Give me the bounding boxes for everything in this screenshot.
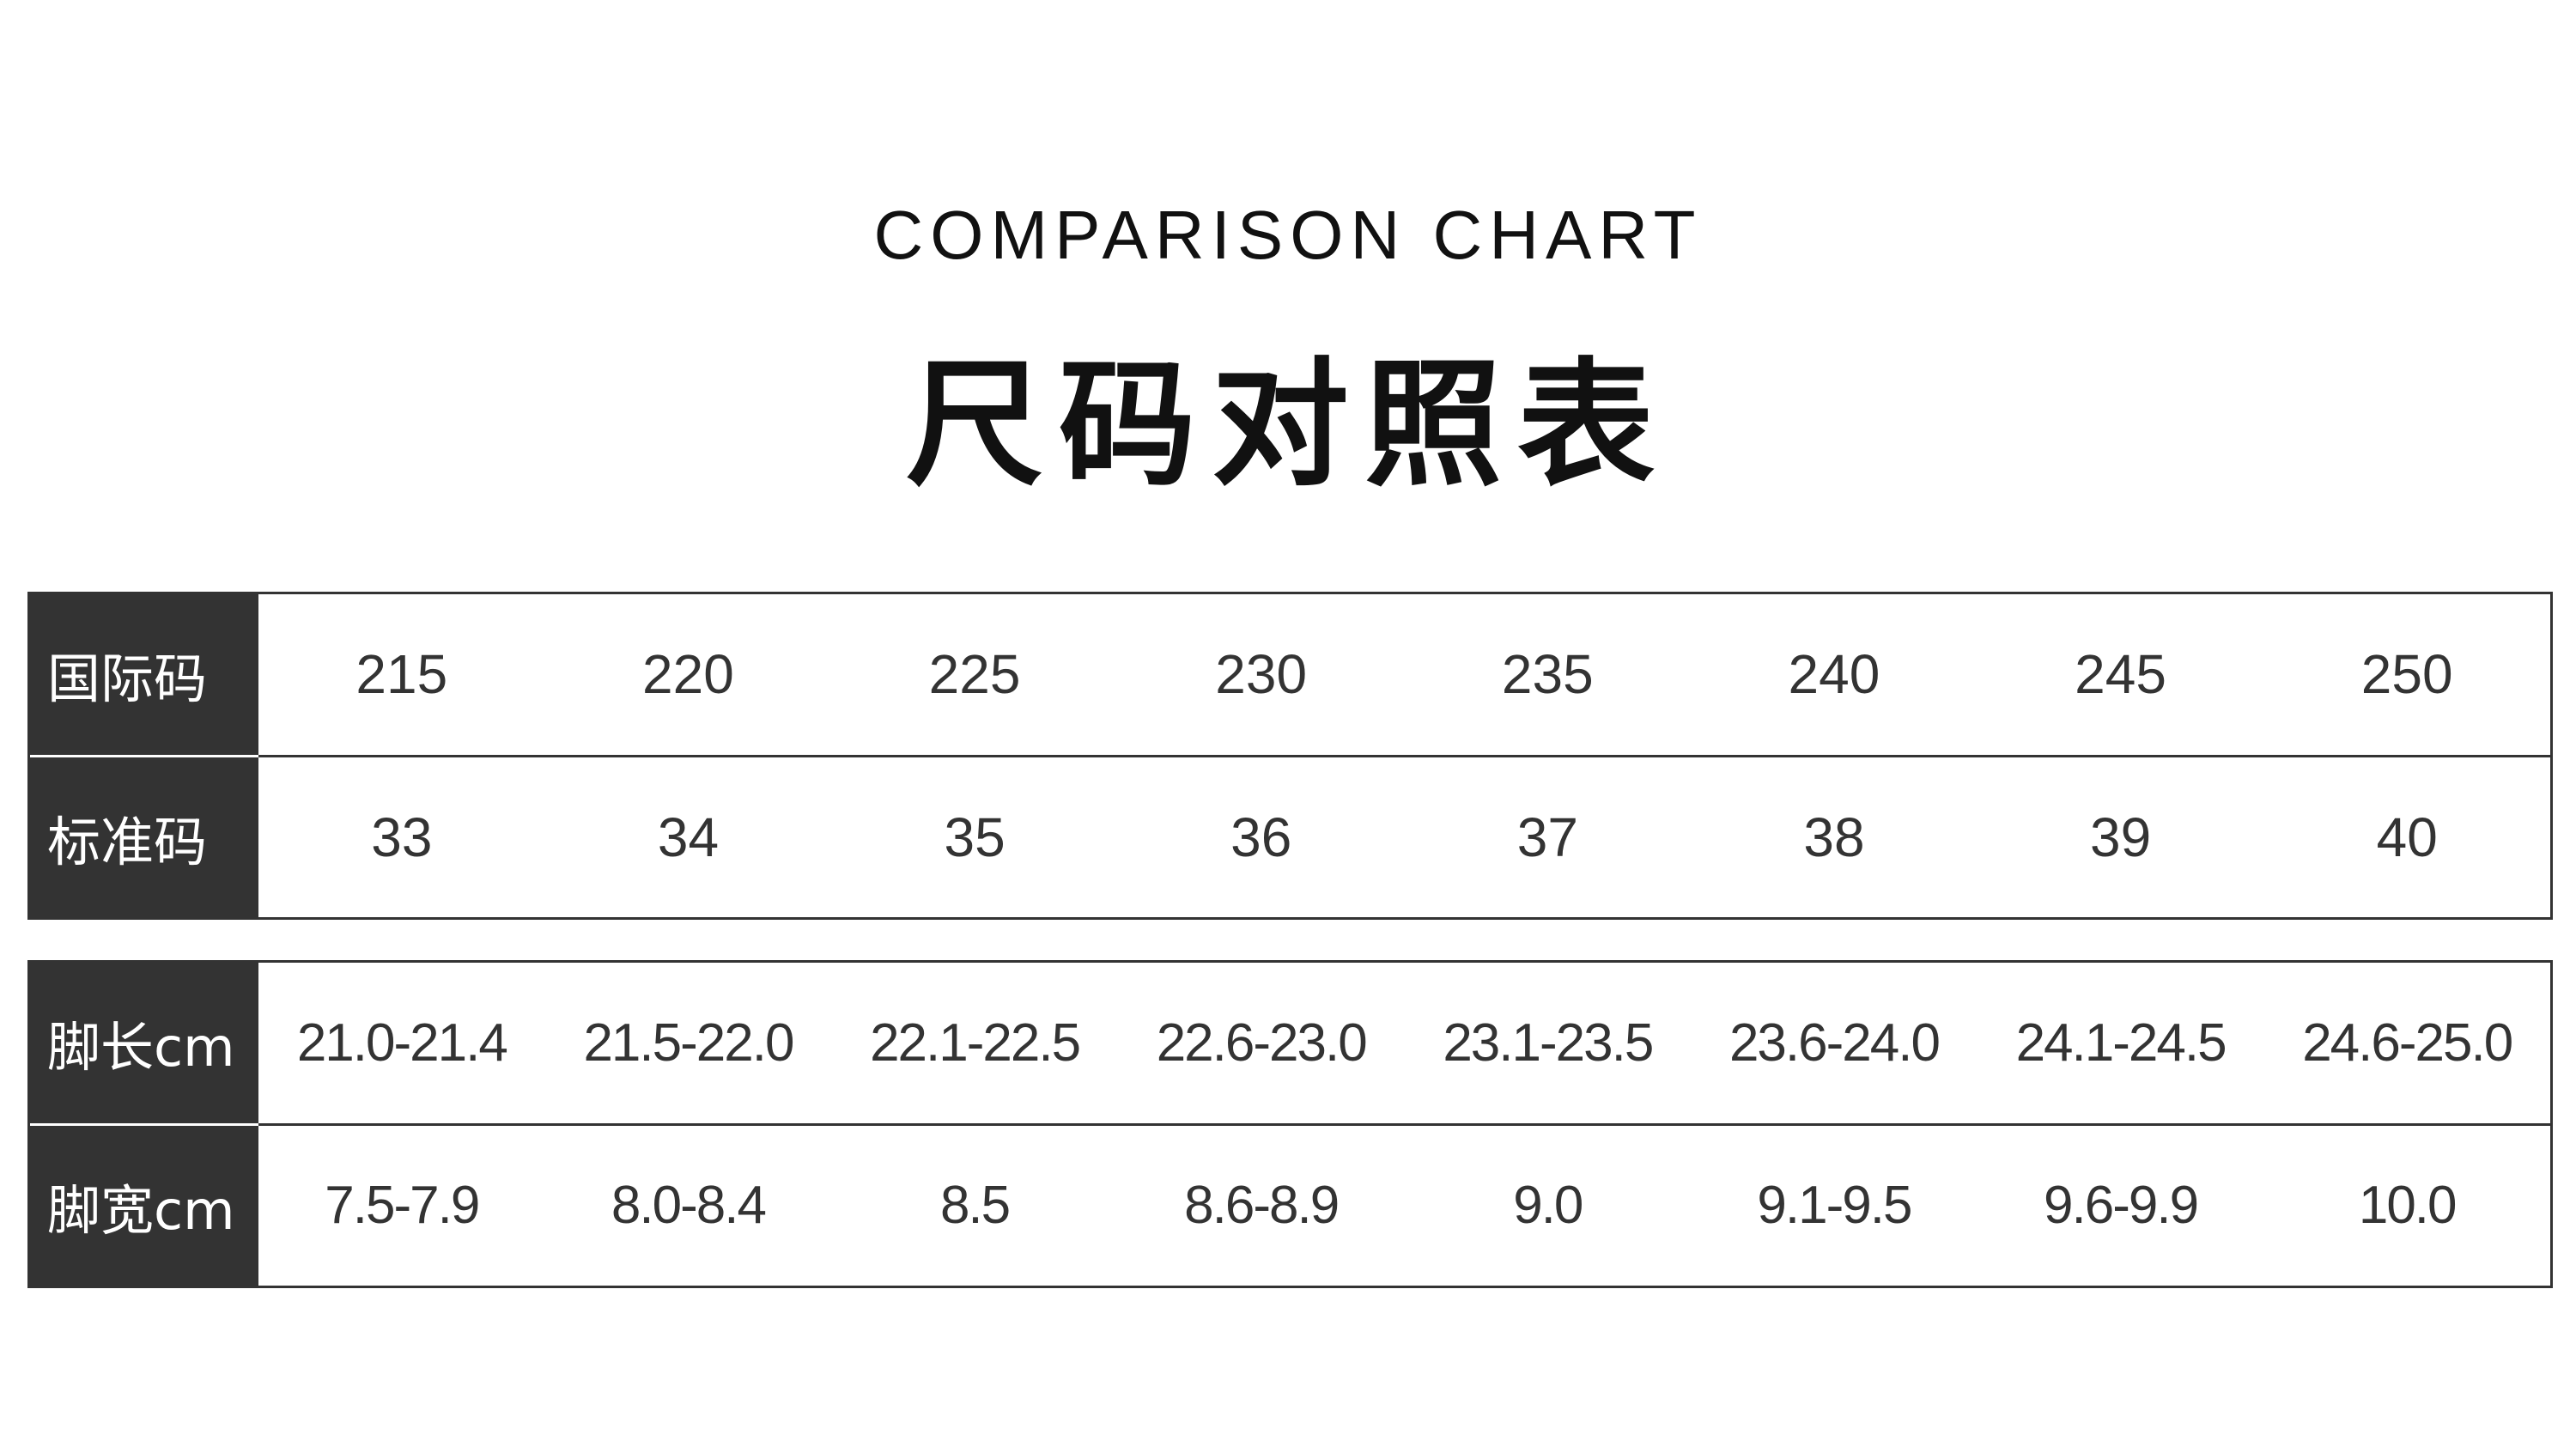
table-cell: 34: [657, 806, 720, 868]
table-cell: 40: [2376, 806, 2438, 868]
table-cell: 8.5: [939, 1176, 1011, 1236]
table-cell: 225: [831, 594, 1118, 757]
page-title: 尺码对照表: [905, 344, 1670, 505]
table-cell: 33: [371, 806, 433, 868]
table-cell: 250: [2263, 594, 2550, 757]
table-cell: 220: [544, 594, 832, 757]
table-cell: 8.0-8.4: [611, 1176, 767, 1236]
table-cell: 23.6-24.0: [1691, 963, 1978, 1126]
table-cell: 35: [944, 806, 1005, 868]
table-cell: 240: [1691, 594, 1978, 757]
table-cell: 39: [2089, 806, 2152, 868]
table-cell: 9.0: [1513, 1176, 1583, 1236]
row-header: 标准码: [30, 757, 258, 917]
table-cell: 37: [1516, 806, 1578, 868]
row-header: 脚宽cm: [30, 1125, 258, 1286]
table-cell: 235: [1404, 594, 1692, 757]
table-cell: 38: [1803, 806, 1865, 868]
table-cell: 10.0: [2358, 1176, 2458, 1236]
table-cell: 8.6-8.9: [1184, 1176, 1340, 1236]
size-table: 国际码 215 220 225 230 235 240 245 250 标准码 33 34 35 36 37…: [27, 592, 2553, 920]
table-cell: 36: [1230, 806, 1292, 868]
table-cell: 230: [1117, 594, 1405, 757]
foot-measure-table: 脚长cm 21.0-21.4 21.5-22.0 22.1-22.5 22.6-23.0…: [27, 960, 2553, 1288]
table-cell: 7.5-7.9: [325, 1176, 480, 1236]
table-cell: 22.1-22.5: [831, 963, 1118, 1126]
table-cell: 22.6-23.0: [1117, 963, 1405, 1126]
table-cell: 9.6-9.9: [2044, 1176, 2199, 1236]
table-cell: 23.1-23.5: [1404, 963, 1692, 1126]
table-cell: 21.5-22.0: [544, 963, 832, 1126]
table-cell: 245: [1977, 594, 2264, 757]
row-header: 脚长cm: [30, 963, 258, 1126]
subtitle-english: COMPARISON CHART: [873, 197, 1703, 273]
table-cell: 24.6-25.0: [2263, 963, 2550, 1126]
table-cell: 215: [258, 594, 545, 757]
row-header: 国际码: [30, 594, 258, 757]
table-cell: 21.0-21.4: [258, 963, 545, 1126]
table-cell: 9.1-9.5: [1757, 1176, 1912, 1236]
table-cell: 24.1-24.5: [1977, 963, 2264, 1126]
